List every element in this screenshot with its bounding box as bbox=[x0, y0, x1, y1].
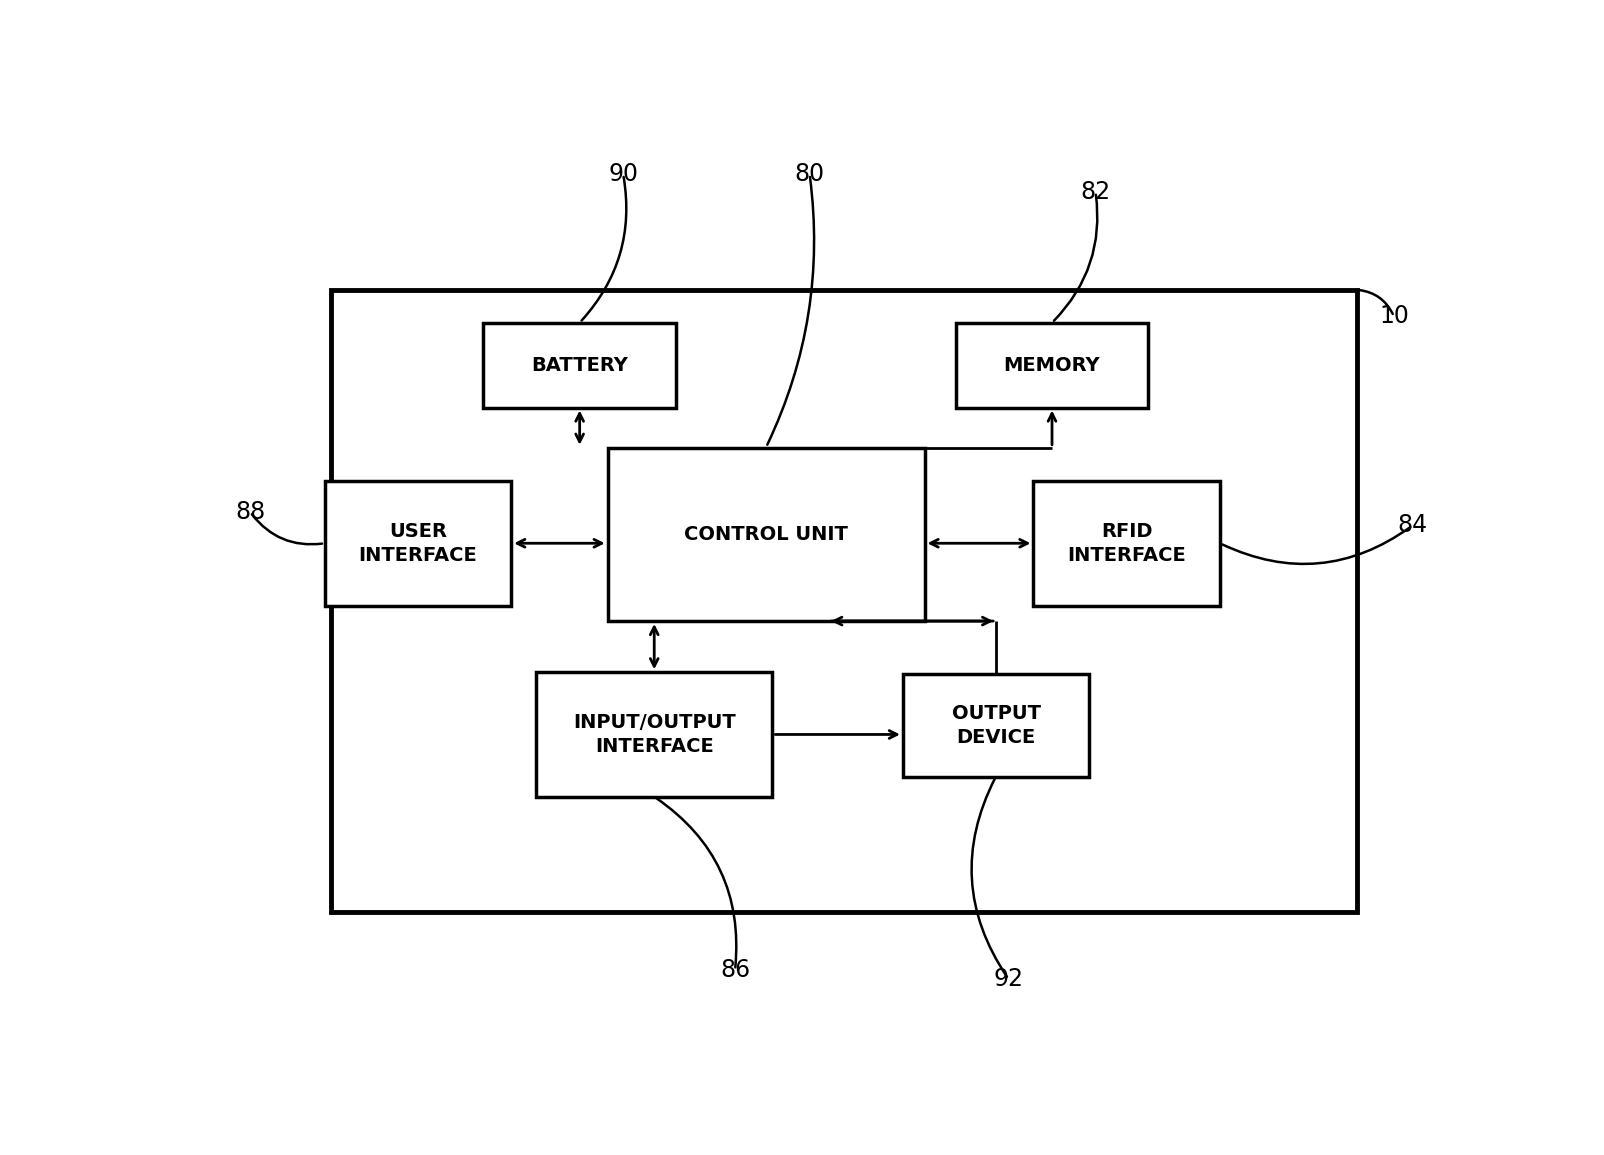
Text: CONTROL UNIT: CONTROL UNIT bbox=[685, 524, 849, 544]
Text: RFID
INTERFACE: RFID INTERFACE bbox=[1067, 522, 1185, 565]
Text: MEMORY: MEMORY bbox=[1004, 356, 1100, 375]
Text: 90: 90 bbox=[608, 162, 638, 186]
Text: 92: 92 bbox=[993, 967, 1023, 991]
Bar bbox=[330, 290, 1357, 912]
Text: 80: 80 bbox=[794, 162, 824, 186]
Text: 10: 10 bbox=[1379, 305, 1408, 328]
Text: 86: 86 bbox=[720, 959, 751, 982]
Text: USER
INTERFACE: USER INTERFACE bbox=[359, 522, 478, 565]
Bar bbox=[324, 480, 512, 605]
Text: 88: 88 bbox=[236, 500, 265, 524]
Bar bbox=[536, 672, 773, 797]
Bar bbox=[903, 675, 1089, 776]
Bar bbox=[483, 323, 675, 408]
Text: OUTPUT
DEVICE: OUTPUT DEVICE bbox=[951, 705, 1041, 747]
Text: 82: 82 bbox=[1081, 180, 1110, 204]
Bar bbox=[608, 448, 924, 621]
Text: 84: 84 bbox=[1397, 514, 1428, 537]
Text: INPUT/OUTPUT
INTERFACE: INPUT/OUTPUT INTERFACE bbox=[573, 714, 736, 755]
Bar bbox=[956, 323, 1148, 408]
Text: BATTERY: BATTERY bbox=[531, 356, 629, 375]
Bar bbox=[1033, 480, 1221, 605]
